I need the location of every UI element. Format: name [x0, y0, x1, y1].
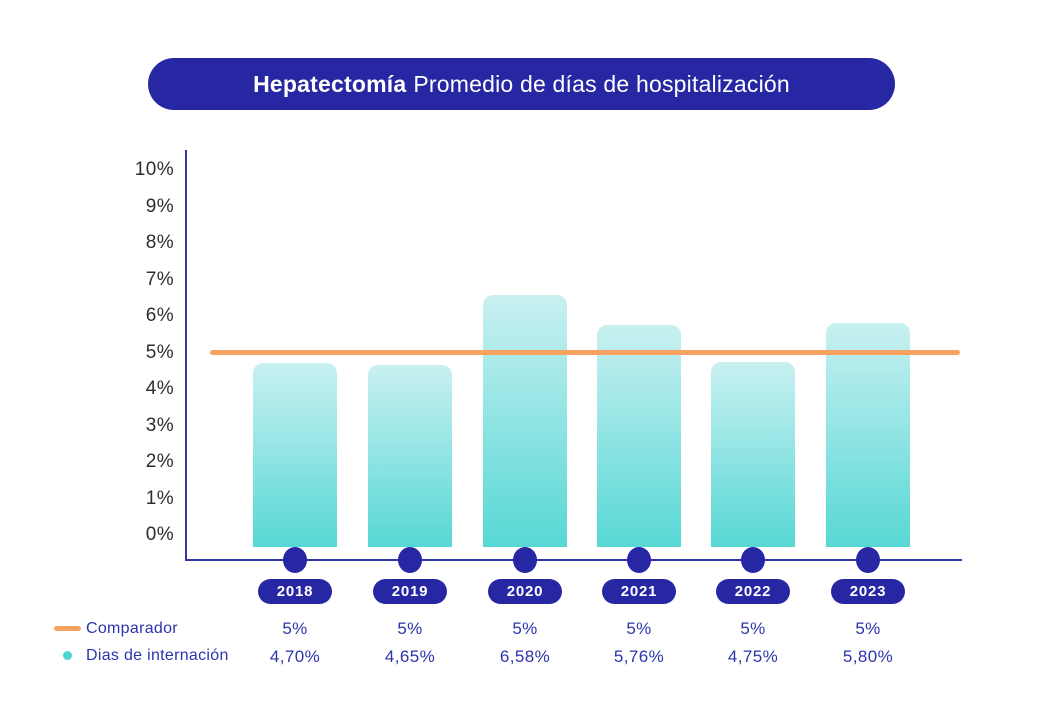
axis-dot-2022 [741, 547, 765, 573]
year-pill-2019: 2019 [373, 579, 447, 604]
chart-title-pill: Hepatectomía Promedio de días de hospita… [148, 58, 895, 110]
y-axis-tick-label: 8% [145, 232, 174, 253]
y-axis-tick-label: 6% [145, 305, 174, 326]
legend-item-dias-internacion: Dias de internación [48, 642, 258, 669]
x-axis-line [185, 559, 962, 561]
legend-swatch-cell [48, 651, 86, 660]
y-axis-line [185, 150, 187, 561]
legend-item-comparador: Comparador [48, 615, 258, 642]
axis-dot-2020 [513, 547, 537, 573]
year-pill-2023: 2023 [831, 579, 905, 604]
comparator-value-2018: 5% [282, 619, 308, 638]
y-axis-tick-label: 4% [145, 378, 174, 399]
year-pill-2021: 2021 [602, 579, 676, 604]
bar-value-2020: 6,58% [499, 647, 551, 666]
year-pill-2018: 2018 [258, 579, 332, 604]
bar-2023 [826, 323, 910, 547]
y-axis-tick-label: 10% [134, 159, 174, 180]
y-axis-tick-label: 5% [145, 341, 174, 363]
y-axis-tick-label: 0% [145, 524, 174, 545]
comparator-line-icon [53, 626, 81, 631]
comparator-value-2021: 5% [626, 619, 652, 638]
comparator-value-2020: 5% [512, 619, 538, 638]
comparator-value-2022: 5% [740, 619, 766, 638]
bar-2022 [711, 361, 795, 547]
year-pill-2022: 2022 [716, 579, 790, 604]
comparator-value-2023: 5% [855, 619, 881, 638]
bar-value-2019: 4,65% [384, 647, 436, 666]
y-axis-tick-label: 9% [145, 195, 174, 217]
y-axis-tick-label: 1% [145, 487, 174, 509]
comparator-line [210, 350, 960, 355]
legend-label-comparador: Comparador [86, 619, 178, 637]
legend-label-dias-internacion: Dias de internación [86, 646, 229, 664]
axis-dot-2023 [856, 547, 880, 573]
axis-dot-2021 [627, 547, 651, 573]
bar-2021 [597, 324, 681, 547]
legend-swatch-cell [48, 626, 86, 631]
comparator-value-2019: 5% [397, 619, 423, 638]
dias-internacion-dot-icon [62, 651, 72, 660]
chart-title-subtitle: Promedio de días de hospitalización [413, 70, 790, 97]
legend: Comparador Dias de internación [48, 615, 258, 669]
y-axis-tick-label: 3% [145, 414, 174, 436]
bar-2020 [483, 294, 567, 547]
bar-value-2021: 5,76% [613, 647, 665, 666]
axis-dot-2018 [283, 547, 307, 573]
year-pill-2020: 2020 [488, 579, 562, 604]
y-axis-tick-label: 2% [145, 451, 174, 472]
bar-value-2023: 5,80% [842, 647, 894, 666]
bar-value-2022: 4,75% [727, 647, 779, 666]
axis-dot-2019 [398, 547, 422, 573]
y-axis-tick-label: 7% [145, 268, 174, 290]
chart-title-procedure: Hepatectomía [253, 70, 407, 97]
bar-2018 [253, 363, 337, 547]
bar-value-2018: 4,70% [269, 647, 321, 666]
bar-2019 [368, 365, 452, 547]
